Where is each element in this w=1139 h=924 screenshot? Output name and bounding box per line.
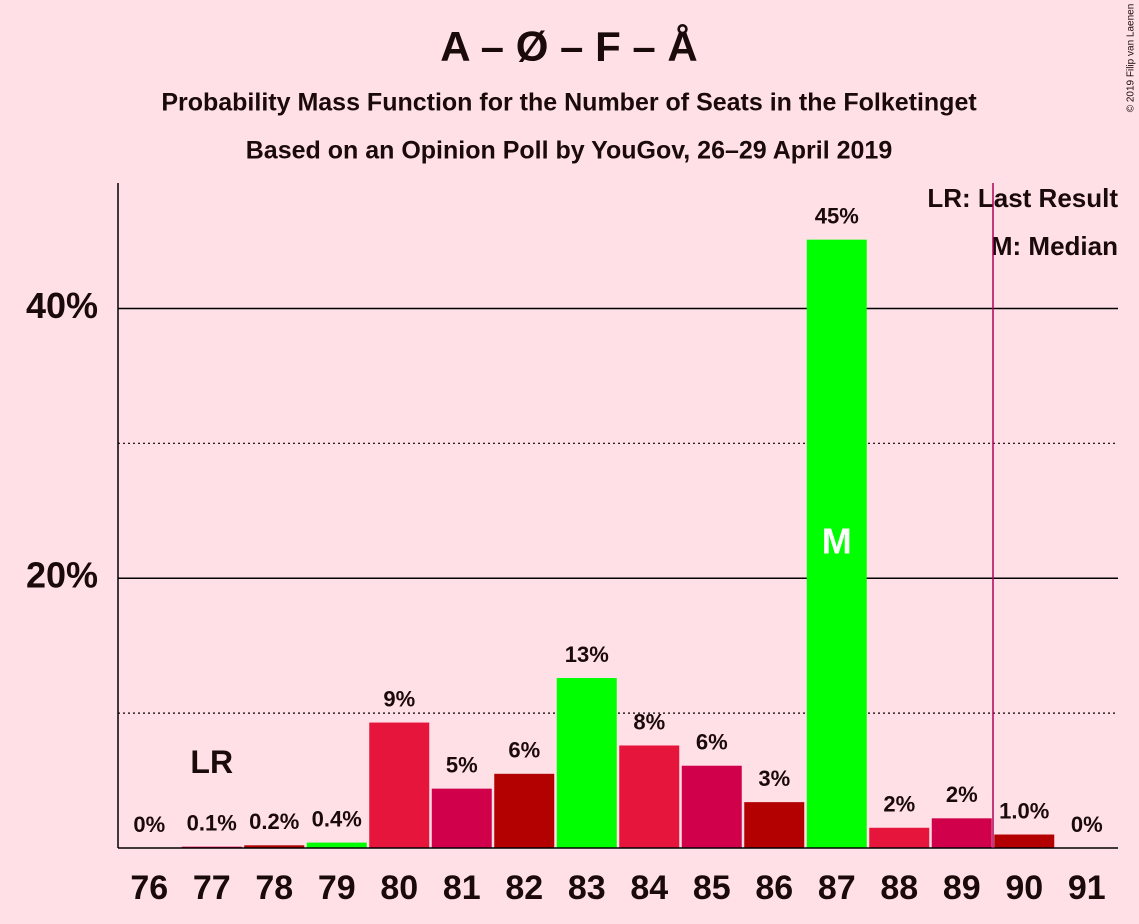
value-label: 2% xyxy=(883,792,915,817)
value-label: 9% xyxy=(383,686,415,711)
x-tick-label: 85 xyxy=(693,869,731,907)
bar xyxy=(931,818,992,848)
value-label: 0% xyxy=(1071,812,1103,837)
bar xyxy=(619,745,680,848)
y-tick-label: 40% xyxy=(26,285,98,326)
x-tick-label: 81 xyxy=(443,869,481,907)
x-tick-label: 76 xyxy=(130,869,168,907)
chart-title: A – Ø – F – Å xyxy=(440,23,698,70)
value-label: 3% xyxy=(758,766,790,791)
x-tick-label: 83 xyxy=(568,869,606,907)
bar xyxy=(556,678,617,848)
value-label: 6% xyxy=(508,738,540,763)
chart-subtitle: Based on an Opinion Poll by YouGov, 26–2… xyxy=(246,137,892,165)
value-label: 0.2% xyxy=(249,809,299,834)
x-tick-label: 79 xyxy=(318,869,356,907)
x-tick-label: 89 xyxy=(943,869,981,907)
x-tick-label: 88 xyxy=(880,869,918,907)
legend-entry: LR: Last Result xyxy=(927,183,1118,213)
bar xyxy=(744,802,805,848)
value-label: 8% xyxy=(633,709,665,734)
legend-entry: M: Median xyxy=(991,231,1118,261)
x-tick-label: 84 xyxy=(630,869,668,907)
bar xyxy=(494,773,555,848)
value-label: 13% xyxy=(565,642,609,667)
x-tick-label: 77 xyxy=(193,869,231,907)
bar xyxy=(369,722,430,848)
bar xyxy=(431,788,492,848)
value-label: 0.4% xyxy=(312,806,362,831)
last-result-label: LR xyxy=(190,744,233,780)
bar xyxy=(306,842,367,848)
bar xyxy=(244,845,305,848)
x-tick-label: 78 xyxy=(255,869,293,907)
copyright: © 2019 Filip van Laenen xyxy=(1126,4,1137,113)
x-tick-label: 91 xyxy=(1068,869,1106,907)
value-label: 0% xyxy=(133,812,165,837)
value-label: 5% xyxy=(446,752,478,777)
value-label: 6% xyxy=(696,730,728,755)
bar xyxy=(994,834,1055,848)
x-tick-label: 90 xyxy=(1005,869,1043,907)
bar xyxy=(806,239,867,848)
value-label: 2% xyxy=(946,782,978,807)
y-tick-label: 20% xyxy=(26,555,98,596)
x-tick-label: 86 xyxy=(755,869,793,907)
bar xyxy=(681,765,742,848)
x-tick-label: 80 xyxy=(380,869,418,907)
value-label: 0.1% xyxy=(187,810,237,835)
value-label: 1.0% xyxy=(999,798,1049,823)
chart-subtitle: Probability Mass Function for the Number… xyxy=(161,89,977,117)
bar xyxy=(869,827,930,848)
x-tick-label: 87 xyxy=(818,869,856,907)
x-tick-label: 82 xyxy=(505,869,543,907)
median-label: M xyxy=(822,520,852,561)
value-label: 45% xyxy=(815,203,859,228)
